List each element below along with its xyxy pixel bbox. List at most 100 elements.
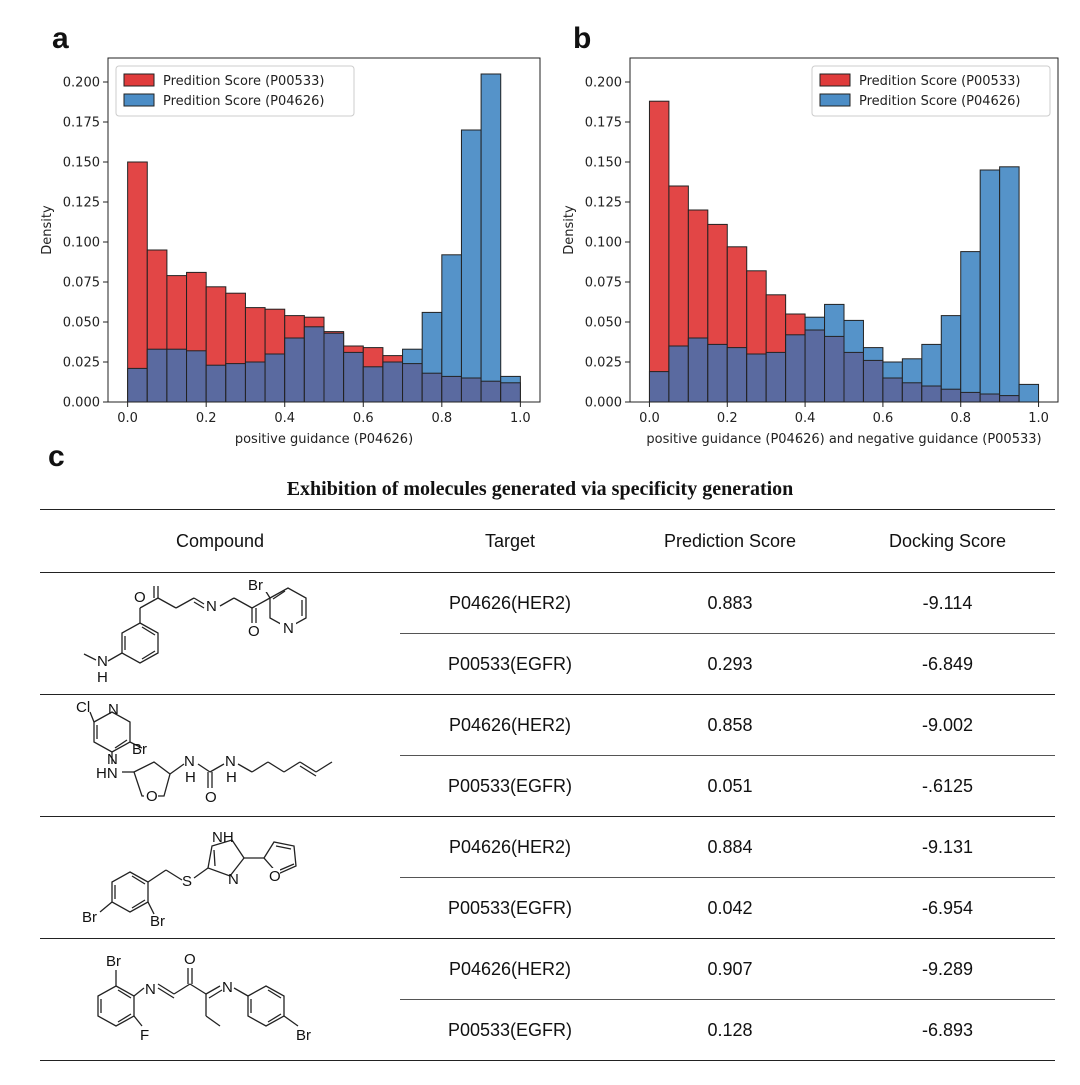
target-cell: P00533(EGFR) [400,633,620,695]
x-tick-label: 0.6 [873,411,894,426]
table-row: P00533(EGFR) 0.293 -6.849 [40,633,1055,695]
atom-label: Br [248,577,263,594]
prediction-score-cell: 0.907 [620,938,840,1000]
y-tick-label: 0.100 [585,236,622,251]
docking-score-cell: -6.954 [840,877,1055,939]
legend-swatch [819,93,851,107]
atom-label: Br [150,913,165,930]
x-tick-label: 0.6 [353,411,374,426]
table-row: P00533(EGFR) 0.042 -6.954 [40,877,1055,939]
prediction-score-cell: 0.883 [620,572,840,634]
compound-structure-4: Br N O N F Br [40,938,400,1061]
histogram-bar-overlap [707,343,728,403]
histogram-bar-overlap [765,351,787,403]
y-tick-label: 0.025 [63,356,100,371]
molecule-1-drawing: O N O N Br N H [83,577,307,686]
legend-label: Predition Score (P00533) [163,74,324,89]
atom-label: N [222,979,233,996]
legend-label: Predition Score (P04626) [163,94,324,109]
docking-score-cell: -6.849 [840,633,1055,695]
histogram-bar-overlap [500,382,521,403]
compound-structure-2: Cl N Br N HN N H O N H O [40,694,400,817]
x-tick-label: 0.8 [431,411,452,426]
atom-label: N [184,753,195,770]
table-row: P00533(EGFR) 0.128 -6.893 [40,999,1055,1061]
atom-label: H [226,769,237,786]
docking-score-cell: -9.114 [840,572,1055,634]
atom-label: O [146,788,158,805]
table-row: Br N O N F Br P04626(HER2) 0.907 -9.289 [40,938,1055,1061]
legend-box [115,65,355,117]
atom-label: Br [106,953,121,970]
header-docking-score: Docking Score [840,509,1055,573]
y-axis-label: Density [40,205,55,255]
histogram-bar-overlap [804,329,826,403]
atom-label: Br [132,741,147,758]
atom-label: N [107,751,118,768]
atom-label: N [206,598,217,615]
x-tick-label: 0.8 [950,411,971,426]
histogram-bar-overlap [862,359,884,403]
atom-label: N [108,701,119,718]
molecule-3-drawing: NH S N O Br Br [82,829,297,930]
histogram-bar-overlap [979,393,1001,403]
atom-label: Br [82,909,97,926]
atom-label: HN [96,765,118,782]
target-cell: P04626(HER2) [400,816,620,878]
prediction-score-cell: 0.293 [620,633,840,695]
x-tick-label: 0.0 [639,411,660,426]
histogram-bar-overlap [921,385,942,403]
atom-label: O [205,789,217,806]
target-cell: P00533(EGFR) [400,877,620,939]
histogram-bar [999,166,1020,403]
atom-label: N [283,620,294,637]
y-tick-label: 0.175 [63,116,100,131]
y-tick-label: 0.075 [63,276,100,291]
atom-label: N [228,871,239,888]
docking-score-cell: -9.131 [840,816,1055,878]
histogram-bar-overlap [901,382,923,403]
atom-label: H [185,769,196,786]
legend-swatch [123,93,155,107]
prediction-score-cell: 0.042 [620,877,840,939]
y-tick-label: 0.075 [585,276,622,291]
x-axis-label: positive guidance (P04626) [235,432,413,447]
molecule-4-drawing: Br N O N F Br [97,951,311,1044]
compound-structure-1: O N O N Br N H [40,572,400,695]
target-cell: P00533(EGFR) [400,999,620,1061]
histogram-bar [979,169,1001,403]
header-target: Target [400,509,620,573]
table-header-row: Compound Target Prediction Score Docking… [40,509,1055,573]
histogram-bar [960,251,981,403]
panel-label-a: a [52,22,69,55]
x-tick-label: 1.0 [1028,411,1049,426]
atom-label: NH [212,829,234,846]
x-tick-label: 0.2 [196,411,217,426]
x-axis-label: positive guidance (P04626) and negative … [646,432,1041,447]
y-tick-label: 0.050 [63,316,100,331]
header-prediction-score: Prediction Score [620,509,840,573]
legend-swatch [123,73,155,87]
table-title: Exhibition of molecules generated via sp… [286,478,794,500]
histogram-bar-overlap [726,347,748,403]
y-tick-label: 0.050 [585,316,622,331]
y-tick-label: 0.150 [585,156,622,171]
histogram-bar-overlap [824,335,845,403]
atom-label: H [97,669,108,686]
docking-score-cell: -6.893 [840,999,1055,1061]
histogram-bar-overlap [785,334,806,403]
docking-score-cell: -9.002 [840,694,1055,756]
prediction-score-cell: 0.884 [620,816,840,878]
x-tick-label: 0.4 [795,411,816,426]
y-tick-label: 0.150 [63,156,100,171]
histogram-bar-overlap [648,371,670,403]
legend-label: Predition Score (P00533) [859,74,1020,89]
histogram-bar-overlap [960,391,981,403]
panel-label-c: c [48,440,65,473]
y-tick-label: 0.125 [585,196,622,211]
atom-label: Br [296,1027,311,1044]
target-cell: P04626(HER2) [400,572,620,634]
atom-label: Cl [76,699,90,716]
x-tick-label: 0.4 [274,411,295,426]
table-row: O N O N Br N H P04626(HER2) 0.883 -9.114 [40,572,1055,695]
